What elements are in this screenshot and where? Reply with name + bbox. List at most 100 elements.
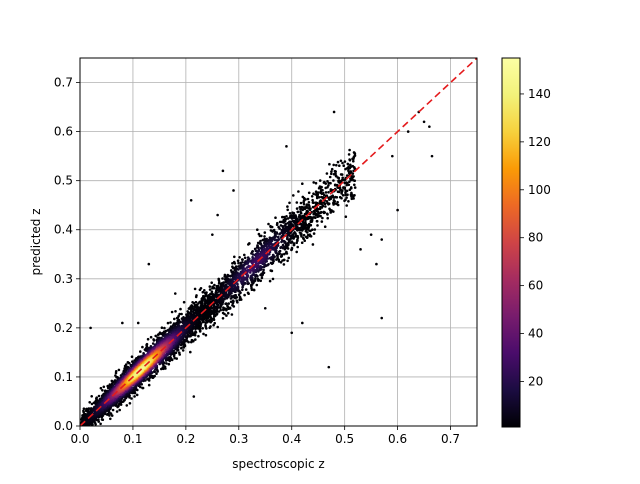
scatter-point	[262, 271, 265, 274]
scatter-point	[340, 173, 343, 176]
scatter-point	[323, 211, 326, 214]
scatter-point	[269, 280, 272, 283]
scatter-point	[238, 256, 241, 259]
scatter-point	[311, 195, 314, 198]
scatter-point	[296, 211, 299, 214]
scatter-point	[337, 190, 340, 193]
scatter-point	[224, 303, 227, 306]
scatter-point	[314, 228, 317, 231]
scatter-point	[109, 418, 112, 421]
scatter-point	[99, 423, 102, 426]
scatter-point	[139, 350, 142, 353]
scatter-point	[287, 257, 290, 260]
scatter-point	[168, 363, 171, 366]
scatter-point	[272, 254, 275, 257]
scatter-point	[191, 339, 194, 342]
scatter-point	[320, 196, 323, 199]
scatter-point	[278, 251, 281, 254]
scatter-point	[291, 217, 294, 220]
scatter-point	[331, 168, 334, 171]
scatter-point	[148, 384, 151, 387]
scatter-point	[324, 187, 327, 190]
scatter-point	[303, 203, 306, 206]
scatter-point	[277, 236, 280, 239]
scatter-point	[344, 168, 347, 171]
scatter-point	[147, 338, 150, 341]
scatter-point	[350, 192, 353, 195]
scatter-point	[202, 333, 205, 336]
scatter-point	[286, 260, 289, 263]
scatter-point	[352, 160, 355, 163]
scatter-point	[300, 202, 303, 205]
scatter-point	[169, 321, 172, 324]
scatter-point	[299, 208, 302, 211]
scatter-point	[294, 223, 297, 226]
scatter-point	[252, 261, 255, 264]
scatter-point	[350, 186, 353, 189]
scatter-point	[332, 179, 335, 182]
scatter-point	[255, 284, 258, 287]
scatter-point	[295, 251, 298, 254]
scatter-point	[179, 321, 182, 324]
scatter-point	[236, 286, 239, 289]
scatter-point	[257, 278, 260, 281]
scatter-point	[216, 326, 219, 329]
scatter-point	[260, 235, 263, 238]
scatter-point	[328, 163, 331, 166]
scatter-point	[312, 181, 315, 184]
scatter-point	[351, 158, 354, 161]
scatter-point	[237, 268, 240, 271]
scatter-point	[335, 175, 338, 178]
scatter-point	[230, 295, 233, 298]
scatter-point	[289, 212, 292, 215]
scatter-point	[316, 224, 319, 227]
scatter-point	[180, 347, 183, 350]
scatter-point	[116, 410, 119, 413]
scatter-point	[227, 275, 230, 278]
scatter-point	[140, 383, 143, 386]
scatter-point	[98, 395, 101, 398]
scatter-point	[286, 205, 289, 208]
scatter-point	[227, 312, 230, 315]
scatter-point	[178, 351, 181, 354]
scatter-point	[247, 292, 250, 295]
scatter-point	[248, 258, 251, 261]
scatter-point	[243, 254, 246, 257]
scatter-point	[313, 232, 316, 235]
scatter-point	[345, 184, 348, 187]
scatter-point	[342, 164, 345, 167]
scatter-point	[274, 216, 277, 219]
scatter-point	[263, 235, 266, 238]
scatter-point	[270, 262, 273, 265]
scatter-point	[101, 389, 104, 392]
scatter-point	[233, 255, 236, 258]
scatter-point	[210, 281, 213, 284]
scatter-point	[321, 220, 324, 223]
scatter-point	[227, 302, 230, 305]
scatter-point	[344, 160, 347, 163]
scatter-point	[269, 269, 272, 272]
scatter-point	[330, 173, 333, 176]
scatter-point	[88, 401, 91, 404]
scatter-point	[163, 327, 166, 330]
scatter-point	[341, 162, 344, 165]
scatter-point	[291, 247, 294, 250]
scatter-point	[288, 202, 291, 205]
scatter-point	[115, 372, 118, 375]
scatter-point	[351, 198, 354, 201]
scatter-point	[324, 182, 327, 185]
scatter-point	[251, 273, 254, 276]
scatter-point	[283, 263, 286, 266]
scatter-point	[353, 184, 356, 187]
scatter-point	[345, 215, 348, 218]
scatter-point	[171, 311, 174, 314]
scatter-point	[189, 351, 192, 354]
scatter-point	[293, 212, 296, 215]
scatter-point	[248, 242, 251, 245]
scatter-point	[201, 327, 204, 330]
scatter-point	[83, 407, 86, 410]
scatter-point	[182, 349, 185, 352]
scatter-point	[301, 241, 304, 244]
scatter-point	[133, 386, 136, 389]
